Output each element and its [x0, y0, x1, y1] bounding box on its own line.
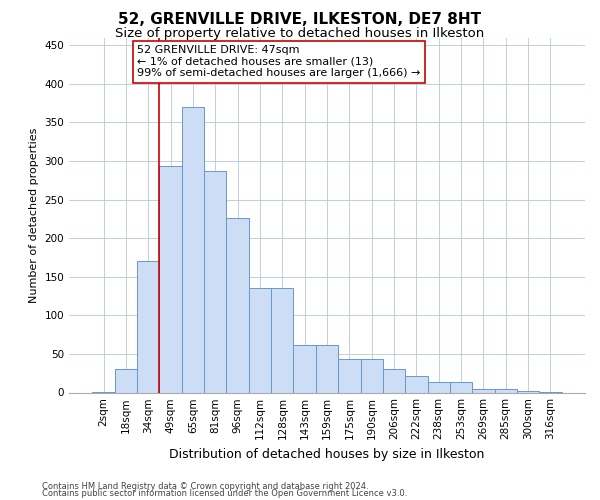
Bar	[226, 218, 249, 392]
Bar	[450, 382, 472, 392]
Text: Contains public sector information licensed under the Open Government Licence v3: Contains public sector information licen…	[42, 489, 407, 498]
Text: Size of property relative to detached houses in Ilkeston: Size of property relative to detached ho…	[115, 28, 485, 40]
Bar	[137, 262, 160, 392]
X-axis label: Distribution of detached houses by size in Ilkeston: Distribution of detached houses by size …	[169, 448, 485, 461]
Bar	[160, 166, 182, 392]
Bar	[293, 344, 316, 393]
Bar	[182, 107, 204, 393]
Bar	[494, 388, 517, 392]
Bar	[383, 370, 405, 392]
Text: 52 GRENVILLE DRIVE: 47sqm
← 1% of detached houses are smaller (13)
99% of semi-d: 52 GRENVILLE DRIVE: 47sqm ← 1% of detach…	[137, 45, 421, 78]
Bar	[405, 376, 428, 392]
Text: 52, GRENVILLE DRIVE, ILKESTON, DE7 8HT: 52, GRENVILLE DRIVE, ILKESTON, DE7 8HT	[118, 12, 482, 28]
Bar	[361, 358, 383, 392]
Y-axis label: Number of detached properties: Number of detached properties	[29, 128, 39, 302]
Bar	[517, 391, 539, 392]
Text: Contains HM Land Registry data © Crown copyright and database right 2024.: Contains HM Land Registry data © Crown c…	[42, 482, 368, 491]
Bar	[316, 344, 338, 393]
Bar	[428, 382, 450, 392]
Bar	[204, 171, 226, 392]
Bar	[472, 388, 494, 392]
Bar	[115, 370, 137, 392]
Bar	[271, 288, 293, 393]
Bar	[338, 358, 361, 392]
Bar	[249, 288, 271, 393]
